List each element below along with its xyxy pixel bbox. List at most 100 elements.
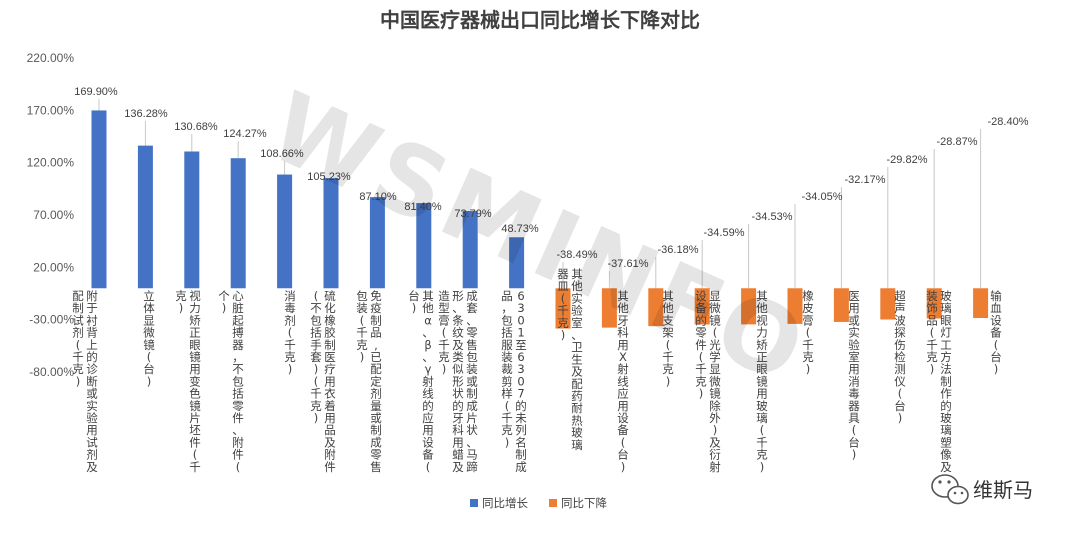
y-tick-label: -80.00% — [29, 365, 74, 379]
category-label-char: 矫 — [189, 313, 201, 327]
data-label: -32.17% — [845, 174, 886, 186]
category-label-char: 镜 — [756, 374, 768, 388]
bar — [184, 151, 200, 289]
category-label-char: 服 — [501, 338, 513, 352]
category-label-char: 超 — [894, 289, 906, 303]
category-label-char: 的 — [695, 313, 707, 327]
bar — [462, 211, 478, 289]
data-label: -34.59% — [704, 227, 745, 239]
category-label-char: 千 — [926, 338, 938, 352]
category-label-char: 装 — [926, 289, 938, 303]
category-label-char: ) — [994, 362, 999, 376]
category-label-char: 包 — [232, 374, 244, 388]
category-label-char: 的 — [940, 399, 952, 413]
category-label-char: 测 — [894, 362, 906, 376]
bar — [416, 203, 432, 289]
category-label-char: ( — [621, 435, 626, 449]
category-label-char: 包 — [310, 313, 322, 327]
category-label-char: 皮 — [802, 301, 814, 315]
data-labels: 169.90% 136.28% 130.68% 124.27% 108.66%105.2… — [74, 86, 1028, 270]
category-label-char: ( — [666, 338, 671, 352]
category-label-char: 3 — [517, 362, 524, 376]
category-label-char: 检 — [894, 350, 906, 364]
category-label-char: 塑 — [940, 435, 952, 449]
category-label-char: 类 — [452, 350, 464, 364]
category-label-char: 消 — [284, 289, 296, 303]
category-label-char: 室 — [571, 316, 583, 330]
category-label-char: ( — [288, 326, 293, 340]
category-label-char: 千 — [310, 387, 322, 401]
category-label-char: 用 — [452, 435, 464, 449]
category-label-char: ( — [994, 338, 999, 352]
category-label-char: 形 — [452, 374, 464, 388]
category-label-char: 方 — [940, 350, 952, 364]
category-label-char: 坯 — [189, 423, 201, 437]
category-label-char: 零 — [370, 448, 382, 462]
category-label-char: 附 — [232, 435, 244, 449]
category-label-char: 璃 — [756, 411, 768, 425]
category-label-char: 个 — [218, 289, 230, 303]
category-label-char: 膏 — [802, 313, 814, 327]
category-label-char: 镜 — [189, 399, 201, 413]
category-label-char: ， — [232, 350, 244, 364]
category-label-char: 其 — [422, 289, 434, 303]
category-label-char: 玻 — [940, 289, 952, 303]
y-tick-label: 70.00% — [33, 208, 74, 222]
category-label-char: 千 — [438, 338, 450, 352]
category-label-char: 、 — [422, 326, 434, 340]
category-label-char: 免 — [370, 289, 382, 303]
category-label-char: 状 — [452, 387, 464, 401]
category-label-char: 室 — [848, 350, 860, 364]
category-label-char: 胶 — [324, 326, 336, 340]
category-label-char: 硫 — [324, 289, 336, 303]
data-label: 108.66% — [260, 148, 304, 160]
category-label-char: 克 — [557, 316, 569, 330]
category-label-char: 克 — [438, 350, 450, 364]
category-label-char: ) — [666, 374, 671, 388]
category-label-char: 片 — [466, 411, 478, 425]
category-label-char: 药 — [571, 389, 583, 403]
category-label-char: 疫 — [370, 301, 382, 315]
y-tick-label: 120.00% — [27, 156, 75, 170]
category-label-char: ) — [412, 301, 417, 315]
category-label-char: 科 — [617, 326, 629, 340]
category-label-char: 包 — [356, 289, 368, 303]
category-label-char: 备 — [695, 301, 707, 315]
category-label-char: 包 — [466, 350, 478, 364]
data-label: 130.68% — [174, 121, 218, 133]
category-label-char: 及 — [452, 460, 464, 474]
category-label-char: ) — [76, 374, 81, 388]
category-label-char: 线 — [617, 374, 629, 388]
category-label-char: 剂 — [86, 448, 98, 462]
category-labels: 附于衬背上的诊断或实验用试剂及配制试剂(千克)立体显微镜(台)视力矫正眼镜用变色… — [72, 267, 1002, 474]
legend-swatch-increase — [470, 499, 478, 507]
category-label-char: ) — [147, 374, 152, 388]
bar — [323, 178, 339, 289]
category-label-char: 膏 — [438, 313, 450, 327]
brand-badge: 维斯马 — [931, 474, 1033, 505]
category-label-char: 成 — [370, 435, 382, 449]
category-label-char: 毒 — [284, 301, 296, 315]
category-label-char: 用 — [86, 423, 98, 437]
category-label-char: 千 — [557, 304, 569, 318]
category-label-char: 台 — [408, 289, 420, 303]
category-label-char: 定 — [370, 374, 382, 388]
category-label-char: 制 — [466, 387, 478, 401]
data-label: -38.49% — [557, 249, 598, 261]
category-label-char: 他 — [756, 301, 768, 315]
category-label-char: 应 — [617, 387, 629, 401]
category-label-char: 射 — [422, 374, 434, 388]
category-label-char: 立 — [143, 289, 155, 303]
category-label-char: 衍 — [709, 448, 721, 462]
category-label-char: 背 — [86, 326, 98, 340]
category-label-char: 实 — [571, 291, 583, 305]
category-label-char: 设 — [990, 313, 1002, 327]
legend-label-decrease: 同比下降 — [561, 496, 607, 510]
bar — [277, 174, 293, 289]
category-label-char: 作 — [940, 387, 952, 401]
category-label-char: 配 — [571, 377, 583, 391]
